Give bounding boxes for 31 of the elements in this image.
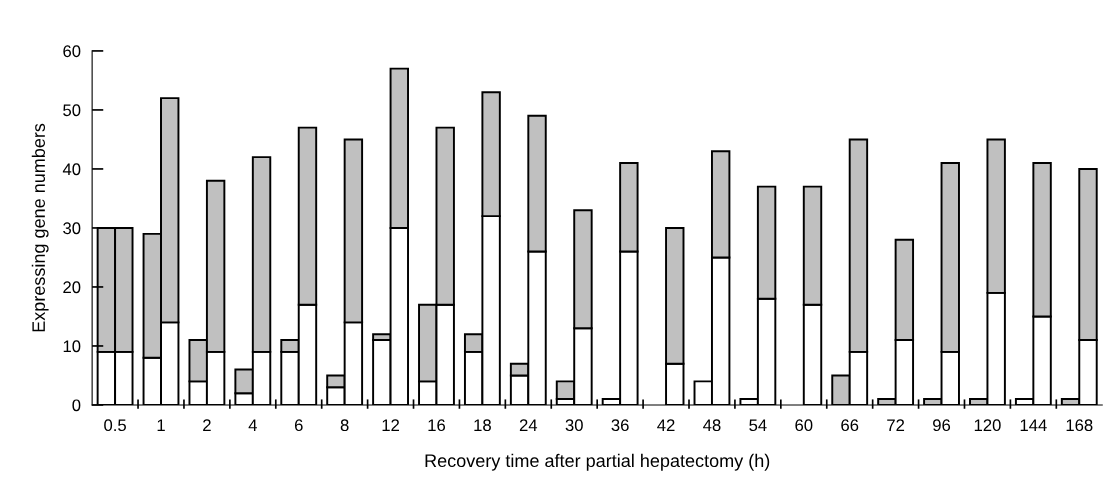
y-tick-label: 0 xyxy=(72,399,81,412)
x-tick-label: 72 xyxy=(887,419,905,431)
x-tick-label: 24 xyxy=(519,419,538,431)
x-tick-label: 96 xyxy=(933,419,951,432)
x-tick-label: 42 xyxy=(657,419,675,431)
x-tick-label: 60 xyxy=(795,419,813,432)
x-axis-title: Recovery time after partial hepatectomy (h) xyxy=(425,453,770,471)
x-tick-label: 48 xyxy=(703,419,721,432)
y-tick-label: 40 xyxy=(62,163,81,176)
y-axis-title: Expressing gene numbers xyxy=(31,123,49,332)
x-tick-label: 8 xyxy=(340,419,349,432)
x-tick-label: 54 xyxy=(749,419,767,432)
x-tick-label: 36 xyxy=(611,419,629,432)
x-tick-label: 168 xyxy=(1066,419,1093,432)
y-tick-label: 50 xyxy=(63,104,81,117)
x-tick-label: 6 xyxy=(294,419,303,432)
x-tick-label: 144 xyxy=(1020,419,1047,431)
x-tick-label: 4 xyxy=(248,419,257,431)
x-tick-label: 12 xyxy=(382,419,399,431)
y-tick-label: 20 xyxy=(63,281,81,294)
x-tick-label: 0.5 xyxy=(104,419,126,432)
x-tick-label: 120 xyxy=(974,419,1001,432)
x-tick-label: 16 xyxy=(428,419,446,432)
x-tick-label: 30 xyxy=(565,419,583,432)
y-tick-label: 10 xyxy=(63,340,81,353)
y-tick-label: 30 xyxy=(63,222,81,235)
x-tick-label: 66 xyxy=(841,419,859,432)
x-tick-label: 2 xyxy=(203,419,211,431)
x-tick-label: 18 xyxy=(474,419,491,432)
x-tick-label: 1 xyxy=(157,419,165,431)
y-tick-label: 60 xyxy=(63,45,81,58)
